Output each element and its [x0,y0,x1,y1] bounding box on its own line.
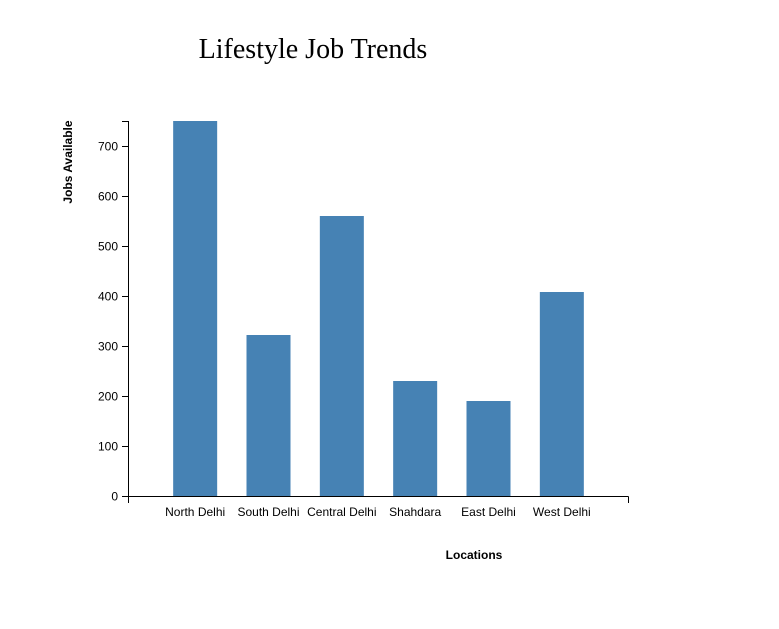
y-tick-label: 100 [98,440,118,454]
y-tick-label: 300 [98,340,118,354]
x-axis-label: Locations [446,548,503,562]
bar [173,121,218,496]
chart-title: Lifestyle Job Trends [199,34,428,65]
bar [393,381,438,496]
x-tick-label: West Delhi [533,505,591,519]
x-tick-label: East Delhi [461,505,516,519]
x-axis: North Delhi South Delhi Central Delhi Shahd… [128,496,629,519]
bar [319,216,364,496]
y-axis: 0 100 200 300 400 500 600 700 [98,121,129,504]
y-tick-label: 200 [98,390,118,404]
y-tick-label: 600 [98,190,118,204]
y-tick-label: 700 [98,140,118,154]
x-tick-label: Shahdara [389,505,441,519]
x-tick-label: South Delhi [237,505,299,519]
bar [539,292,584,496]
y-ticks: 0 100 200 300 400 500 600 700 [98,140,129,504]
bar [246,335,291,496]
y-tick-label: 0 [111,490,118,504]
x-ticks: North Delhi South Delhi Central Delhi Shahd… [165,505,591,519]
y-tick-label: 500 [98,240,118,254]
bar [466,401,511,496]
y-tick-label: 400 [98,290,118,304]
x-tick-label: Central Delhi [307,505,376,519]
y-axis-label: Jobs Available [61,120,75,203]
x-tick-label: North Delhi [165,505,225,519]
bars-group [173,121,584,496]
